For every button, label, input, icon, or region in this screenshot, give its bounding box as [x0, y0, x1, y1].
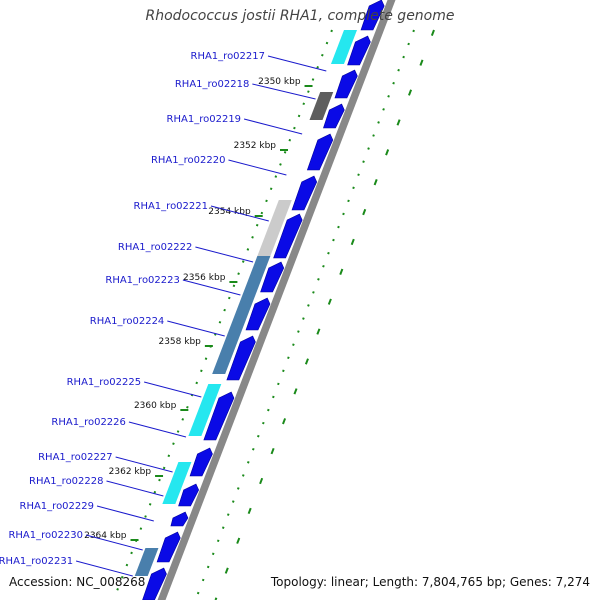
gene-arrow: [189, 447, 213, 477]
cyan-feature-block: [162, 462, 192, 504]
gene-label: RHA1_ro02223: [105, 275, 180, 286]
gene-label-leader: [228, 159, 287, 176]
scale-label: 2362 kbp: [109, 467, 152, 477]
ruler-track-outer-b: [214, 29, 435, 601]
gene-arrow: [306, 133, 334, 171]
gene-label-leader: [252, 83, 316, 100]
steel-feature-block: [134, 548, 159, 576]
genome-summary-text: Topology: linear; Length: 7,804,765 bp; …: [270, 575, 590, 589]
gene-arrow: [156, 531, 181, 563]
scale-label: 2350 kbp: [258, 77, 301, 87]
gene-label: RHA1_ro02221: [134, 201, 209, 212]
gene-label: RHA1_ro02227: [38, 452, 113, 463]
gene-label-leader: [115, 456, 173, 473]
scale-label: 2352 kbp: [234, 141, 277, 151]
cyan-feature-block: [330, 30, 357, 64]
gene-arrow: [178, 483, 200, 507]
gene-arrow: [260, 261, 285, 293]
gene-label-leader: [210, 205, 269, 222]
gene-label-leader: [106, 480, 164, 497]
gene-label: RHA1_ro02231: [0, 556, 73, 567]
gene-label: RHA1_ro02224: [90, 316, 165, 327]
gene-arrow: [360, 0, 385, 31]
gene-label-leader: [195, 246, 254, 263]
scale-label: 2364 kbp: [84, 531, 127, 541]
scale-label: 2360 kbp: [134, 401, 177, 411]
map-title: Rhodococcus jostii RHA1, complete genome: [145, 8, 455, 24]
gene-arrow: [245, 297, 271, 331]
gene-arrow: [334, 69, 358, 99]
gene-label: RHA1_ro02230: [8, 530, 83, 541]
gene-label-leader: [96, 505, 154, 522]
gene-arrow: [347, 35, 371, 66]
steel-feature-block: [212, 318, 247, 374]
gene-arrow: [323, 103, 345, 129]
gene-label-leader: [128, 421, 187, 438]
gene-label-leader: [85, 534, 143, 551]
gene-label-leader: [243, 118, 303, 135]
gene-label: RHA1_ro02220: [151, 155, 226, 166]
gene-label-leader: [182, 279, 241, 296]
gene-label: RHA1_ro02226: [51, 417, 126, 428]
scale-label: 2354 kbp: [208, 207, 251, 217]
gene-label: RHA1_ro02228: [29, 476, 104, 487]
gene-label: RHA1_ro02218: [175, 79, 250, 90]
gene-arrow: [291, 175, 318, 211]
gene-arrow: [170, 511, 189, 527]
steel-feature-block: [233, 256, 271, 318]
gene-arrow: [203, 391, 235, 441]
gene-label-leader: [75, 560, 133, 577]
scale-label: 2358 kbp: [158, 337, 201, 347]
gene-label: RHA1_ro02222: [118, 242, 193, 253]
gene-label: RHA1_ro02217: [191, 51, 266, 62]
gene-label: RHA1_ro02219: [167, 114, 242, 125]
accession-text: Accession: NC_008268: [9, 575, 146, 589]
gene-label-leader: [143, 381, 202, 398]
gene-arrow: [226, 335, 256, 381]
genome-backbone: [155, 0, 396, 604]
gene-arrow: [273, 213, 303, 259]
ruler-track-inner: [112, 29, 333, 601]
gene-label: RHA1_ro02225: [67, 377, 142, 388]
gene-label-leader: [267, 55, 327, 72]
gene-label-leader: [167, 320, 225, 337]
cyan-feature-block: [188, 384, 222, 436]
scale-label: 2356 kbp: [183, 273, 226, 283]
gray-feature-block: [256, 200, 292, 258]
dark-feature-block: [309, 92, 334, 120]
gene-label: RHA1_ro02229: [20, 501, 95, 512]
